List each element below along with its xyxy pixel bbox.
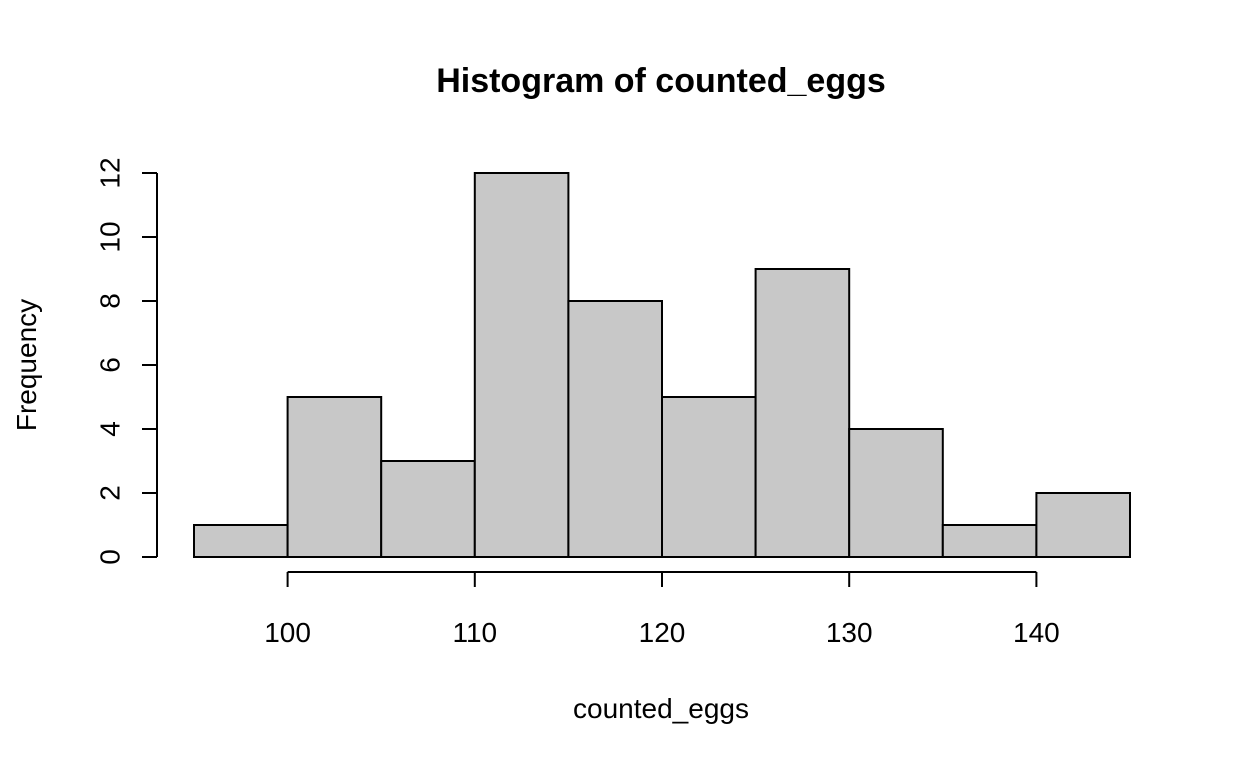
- y-tick-label-8: 8: [95, 293, 126, 309]
- x-tick-label-130: 130: [826, 617, 873, 648]
- y-tick-label-0: 0: [95, 549, 126, 565]
- x-axis: 100 110 120 130 140: [264, 571, 1060, 648]
- histogram-bar-120-125: [661, 396, 757, 558]
- histogram-bar-110-115: [473, 172, 570, 558]
- y-axis: 0 2 4 6 8 10 12: [95, 157, 158, 565]
- x-tick-label-100: 100: [264, 617, 311, 648]
- histogram-bar-100-105: [286, 396, 383, 558]
- y-tick-label-4: 4: [95, 421, 126, 437]
- x-tick-label-140: 140: [1013, 617, 1060, 648]
- y-tick-label-12: 12: [95, 157, 126, 188]
- histogram-bar-130-135: [848, 428, 944, 558]
- y-axis-label: Frequency: [11, 299, 42, 431]
- x-tick-label-110: 110: [452, 617, 497, 648]
- histogram-bar-95-100: [193, 524, 289, 558]
- y-tick-label-10: 10: [95, 221, 126, 252]
- x-tick-label-120: 120: [639, 617, 686, 648]
- y-tick-label-2: 2: [95, 485, 126, 501]
- histogram-bar-125-130: [754, 268, 851, 558]
- histogram-bar-135-140: [941, 524, 1038, 558]
- histogram-bar-115-120: [567, 300, 664, 558]
- histogram-bars: [193, 172, 1132, 558]
- histogram-bar-105-110: [380, 460, 476, 558]
- y-tick-label-6: 6: [95, 357, 126, 373]
- chart-title: Histogram of counted_eggs: [436, 62, 886, 100]
- x-axis-label: counted_eggs: [573, 693, 749, 724]
- histogram-bar-140-145: [1035, 492, 1132, 558]
